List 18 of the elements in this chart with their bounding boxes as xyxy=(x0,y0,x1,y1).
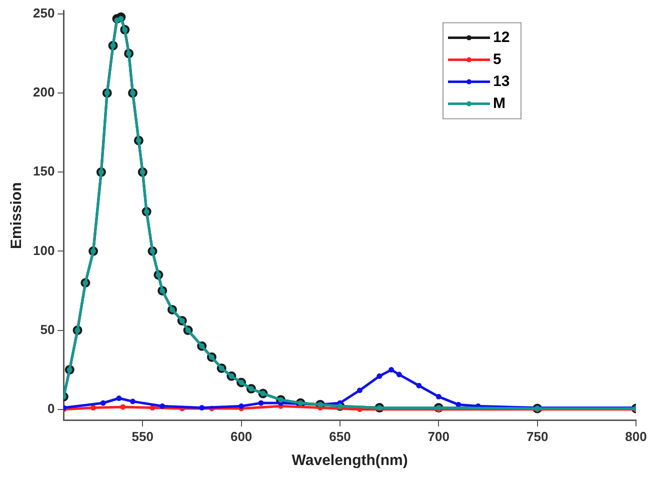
y-tick-label: 150 xyxy=(32,164,55,179)
y-tick-label: 250 xyxy=(32,6,55,21)
y-tick-label: 200 xyxy=(32,84,55,100)
x-tick-label: 600 xyxy=(230,428,252,444)
y-axis-title: Emission xyxy=(8,182,26,249)
legend-label: 12 xyxy=(493,28,510,46)
x-tick-label: 550 xyxy=(132,428,154,444)
x-tick-label: 800 xyxy=(625,428,647,444)
legend-label: 13 xyxy=(493,72,510,90)
x-axis-title: Wavelength(nm) xyxy=(292,452,408,470)
y-tick-label: 0 xyxy=(47,400,55,416)
legend-label: M xyxy=(493,94,506,112)
x-tick-label: 750 xyxy=(526,428,548,444)
x-tick-label: 650 xyxy=(329,428,351,444)
y-tick-label: 100 xyxy=(32,242,55,258)
x-tick-label: 700 xyxy=(428,428,450,444)
y-tick-label: 50 xyxy=(40,322,55,337)
legend-label: 5 xyxy=(493,50,502,68)
